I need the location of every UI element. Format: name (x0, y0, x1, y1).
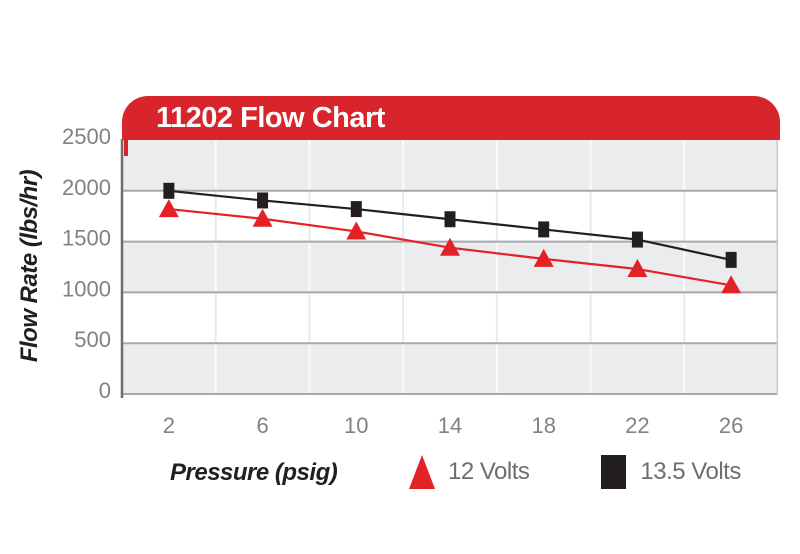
data-point-triangle (533, 248, 554, 267)
chart-title-banner: 11202 Flow Chart (122, 96, 780, 140)
legend-label-12-volts: 12 Volts (448, 458, 530, 485)
data-point-square (350, 201, 362, 218)
data-point-triangle (346, 221, 367, 240)
square-marker-icon (601, 455, 627, 489)
y-tick-label: 2000 (62, 175, 111, 200)
legend: 12 Volts 13.5 Volts (409, 450, 741, 494)
y-axis-title-wrap: Flow Rate (lbs/hr) (4, 135, 56, 397)
plot-band (122, 140, 778, 191)
data-point-square (163, 182, 175, 199)
y-tick-label: 500 (74, 327, 111, 352)
x-axis-title: Pressure (psig) (170, 459, 338, 486)
x-tick-label: 18 (531, 413, 555, 438)
triangle-marker-icon (409, 455, 435, 489)
y-tick-label: 1000 (62, 276, 111, 301)
data-point-square (725, 251, 737, 268)
data-point-square (538, 221, 550, 238)
y-tick-label: 1500 (62, 226, 111, 251)
x-tick-label: 2 (163, 413, 175, 438)
y-axis-title: Flow Rate (lbs/hr) (16, 169, 43, 363)
chart-title: 11202 Flow Chart (156, 102, 385, 134)
legend-item-13-5-volts: 13.5 Volts (529, 455, 741, 489)
data-point-square (257, 192, 269, 209)
y-tick-label: 0 (99, 378, 111, 403)
legend-label-13-5-volts: 13.5 Volts (640, 458, 741, 485)
x-tick-label: 22 (625, 413, 649, 438)
data-point-triangle (440, 237, 460, 256)
data-point-square (444, 211, 456, 228)
data-point-square (631, 231, 643, 248)
data-point-triangle (252, 208, 273, 227)
plot-band (122, 292, 778, 344)
y-tick-label: 2500 (62, 124, 111, 149)
x-tick-label: 14 (438, 413, 462, 438)
x-tick-label: 26 (719, 413, 743, 438)
banner-left-tail (124, 139, 128, 156)
data-point-triangle (627, 259, 648, 278)
x-tick-label: 6 (256, 413, 268, 438)
plot-band (122, 343, 778, 394)
legend-item-12-volts: 12 Volts (409, 455, 530, 489)
x-tick-label: 10 (344, 413, 368, 438)
data-point-triangle (158, 199, 179, 218)
data-point-triangle (721, 275, 742, 294)
